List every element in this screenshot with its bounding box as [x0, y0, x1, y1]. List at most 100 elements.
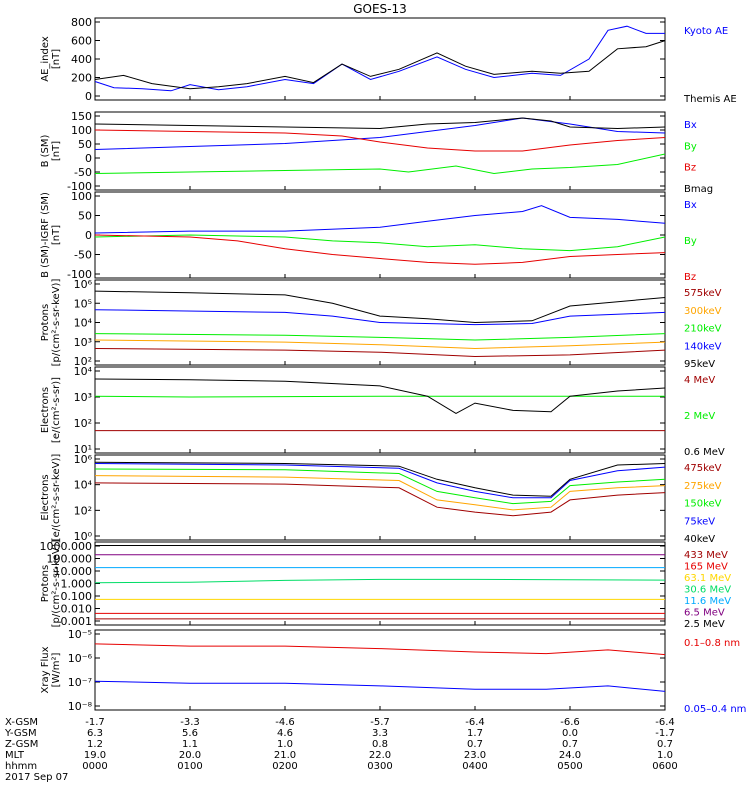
y-tick-label: 10⁻⁸: [68, 700, 93, 713]
legend-label: By: [684, 236, 697, 247]
xaxis-row-value: 0100: [177, 761, 202, 772]
panel-6: 10⁶ 10⁴ 10² 10⁰ Electrons[e/(cm²-s-sr-keV)] 4…: [40, 453, 722, 545]
legend-label: 4 MeV: [684, 375, 715, 386]
series-line-575kev: [94, 348, 666, 358]
y-tick-label: -100: [67, 180, 92, 193]
y-tick-label: 100: [71, 190, 92, 203]
y-tick-label: 400: [71, 53, 92, 66]
y-tick-label: 50: [78, 210, 92, 223]
xaxis-row-value: -3.3: [180, 717, 200, 728]
legend-label: Bx: [684, 200, 697, 211]
xaxis-row-value: 0.7: [657, 739, 673, 750]
y-tick-label: 200: [71, 72, 92, 85]
legend-label: 575keV: [684, 288, 722, 299]
legend-label: Bz: [684, 272, 696, 283]
xaxis-row-value: -6.6: [560, 717, 580, 728]
xaxis-row-value: 6.3: [87, 728, 103, 739]
y-axis-label: Electrons[e/(cm²-s-sr-keV)]: [40, 454, 62, 542]
xaxis-row-value: 1.7: [467, 728, 483, 739]
y-tick-label: 10²: [74, 504, 92, 517]
xaxis-row-value: 0300: [367, 761, 392, 772]
xaxis-row-value: -6.4: [465, 717, 485, 728]
y-tick-label: -50: [74, 166, 92, 179]
xaxis-row-label: X-GSM: [5, 717, 38, 728]
legend-label: Kyoto AE: [684, 26, 728, 37]
xaxis-row-label: hhmm: [5, 761, 37, 772]
y-tick-label: 10⁴: [74, 317, 93, 330]
y-tick-label: 10.000: [54, 565, 93, 578]
xaxis-row-value: -5.7: [370, 717, 390, 728]
y-tick-label: 10⁵: [74, 297, 92, 310]
series-line-0-6-mev: [94, 378, 666, 414]
panel-7: 1000.000100.00010.0001.0000.1000.0100.00…: [40, 540, 732, 630]
legend-label: 75keV: [684, 516, 715, 527]
series-line-bmag: [94, 117, 666, 130]
xaxis-row-label: MLT: [5, 750, 25, 761]
series-line-bz: [94, 234, 666, 265]
y-tick-label: 0.001: [61, 615, 93, 628]
series-line-75kev: [94, 463, 666, 499]
y-tick-label: 100: [71, 124, 92, 137]
legend-label: 210keV: [684, 324, 722, 335]
xaxis-row-value: 0.0: [562, 728, 578, 739]
xaxis-row-value: 22.0: [369, 750, 391, 761]
panel-8: 10⁻⁵ 10⁻⁶ 10⁻⁷ 10⁻⁸ Xray Flux[W/m²] 0.1–0.8 n…: [40, 628, 746, 715]
xaxis-row-value: 0.8: [372, 739, 388, 750]
date-label: 2017 Sep 07: [5, 772, 68, 783]
series-line-bz: [94, 129, 666, 152]
xaxis-row-value: -1.7: [85, 717, 105, 728]
panel-frame: [94, 111, 666, 191]
legend-label: 30.6 MeV: [684, 585, 731, 596]
xaxis-row-value: 4.6: [277, 728, 293, 739]
xaxis-row-value: 23.0: [464, 750, 486, 761]
xaxis-row-label: Y-GSM: [4, 728, 37, 739]
xaxis-row-value: 24.0: [559, 750, 581, 761]
xaxis-row-value: 0.7: [467, 739, 483, 750]
legend-label: 300keV: [684, 306, 722, 317]
y-tick-label: 1000.000: [40, 540, 93, 553]
y-tick-label: 10⁻⁵: [68, 628, 92, 641]
y-tick-label: 150: [71, 110, 92, 123]
xaxis-row-value: 0500: [557, 761, 582, 772]
y-axis-label: Xray Flux[W/m²]: [40, 646, 62, 693]
legend-label: 475keV: [684, 463, 722, 474]
y-tick-label: 800: [71, 16, 92, 29]
series-line-300kev: [94, 339, 666, 350]
legend-label: 63.1 MeV: [684, 573, 731, 584]
xaxis-row-label: Z-GSM: [5, 739, 38, 750]
y-tick-label: 10⁻⁶: [68, 652, 93, 665]
y-tick-label: 100.000: [47, 553, 93, 566]
y-tick-label: 10⁻⁷: [68, 676, 92, 689]
xaxis-row-value: 19.0: [84, 750, 106, 761]
series-line-95kev: [94, 290, 666, 324]
legend-label: Bz: [684, 163, 696, 174]
legend-label: 6.5 MeV: [684, 608, 725, 619]
panel-3: 100 50 0 -50 -100 B (SM)-IGRF (SM)[nT] Bx By Bz: [40, 190, 697, 283]
series-line-2-mev: [94, 395, 665, 398]
series-line-bx: [94, 205, 666, 234]
series-line-210kev: [94, 333, 666, 341]
y-tick-label: 10⁴: [74, 365, 93, 378]
legend-label: 165 MeV: [684, 562, 728, 573]
xaxis-row-value: 0.7: [562, 739, 578, 750]
panel-1: 800 600 400 200 0 AE_index[nT] Kyoto AE Themis …: [40, 16, 737, 105]
legend-label: Bmag: [684, 184, 713, 195]
series-line-bx: [94, 117, 666, 150]
legend-label: 433 MeV: [684, 550, 728, 561]
series-line-themis-ae: [94, 40, 666, 90]
y-tick-label: 10⁶: [74, 278, 93, 291]
y-tick-label: 10⁶: [74, 453, 93, 466]
legend-label: Themis AE: [683, 94, 737, 105]
xaxis-row-value: 0200: [272, 761, 297, 772]
y-tick-label: 10⁰: [74, 530, 93, 543]
series-line-40kev: [94, 461, 666, 497]
panel-4: 10⁶ 10⁵ 10⁴ 10³ 10² Protons[p/(cm²-s-sr-keV)]…: [40, 278, 722, 370]
panel-5: 10⁴ 10³ 10² 10¹ Electrons[e/(cm²-s-sr)] 4 MeV…: [40, 365, 725, 458]
y-tick-label: -50: [74, 249, 92, 262]
legend-label: 2 MeV: [684, 411, 715, 422]
series-line-140kev: [94, 309, 666, 326]
y-tick-label: 10³: [74, 391, 92, 404]
legend-label: 0.6 MeV: [684, 447, 725, 458]
y-axis-label: Protons[p/(cm²-s-sr-keV)]: [40, 279, 62, 367]
